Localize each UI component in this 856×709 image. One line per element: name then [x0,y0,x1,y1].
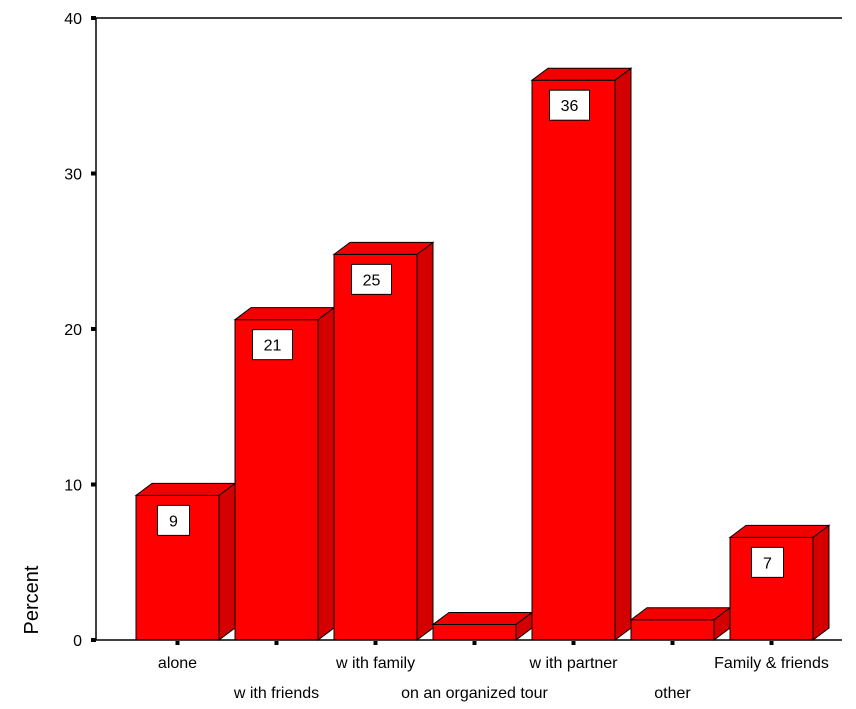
x-tick-3 [472,641,477,645]
x-tick-2 [373,641,378,645]
y-tick-label-1: 10 [64,478,82,495]
bar-3 [432,623,517,641]
x-tick-label-6: Family & friends [714,655,829,672]
data-label-box-2 [351,263,392,295]
bar-side-4 [614,67,632,641]
x-tick-label-5: other [654,685,691,702]
data-label-6: 7 [763,555,772,572]
y-tick-label-4: 40 [64,11,82,28]
data-label-box-4 [549,89,590,121]
data-label-box-6 [751,546,784,578]
bar-side-0 [218,482,236,641]
bar-side-2 [416,241,434,641]
y-tick-2 [91,327,96,331]
bar-top-5 [629,607,732,621]
bar-top-3 [431,611,534,625]
y-axis-title: Percent [21,565,43,634]
bar-5 [630,619,715,641]
y-tick-label-3: 30 [64,167,82,184]
bar-2 [333,253,418,641]
axes-group: alone w ith friends w ith family on an orga… [21,11,842,702]
bar-top-2 [332,241,435,255]
x-tick-4 [571,641,576,645]
y-tick-label-0: 0 [73,633,82,650]
data-label-1: 21 [264,338,282,355]
bar-top-6 [728,524,831,538]
bars-group [134,67,831,641]
data-label-box-0 [157,504,190,536]
bar-top-1 [233,307,336,321]
bar-1 [234,319,319,641]
x-tick-label-3: on an organized tour [401,685,548,702]
bar-side-1 [317,306,335,641]
data-labels-group: 9 21 25 36 7 [157,89,784,578]
x-tick-6 [769,641,774,645]
bar-side-6 [812,524,830,641]
x-tick-label-0: alone [158,655,197,672]
x-tick-1 [274,641,279,645]
data-label-4: 36 [561,98,579,115]
data-label-2: 25 [363,272,381,289]
y-tick-3 [91,171,96,176]
y-tick-0 [91,638,96,642]
x-tick-5 [670,641,675,645]
x-tick-label-4: w ith partner [528,655,618,672]
bar-4 [531,79,616,641]
y-tick-4 [91,16,96,20]
data-label-box-1 [252,329,293,361]
data-label-0: 9 [169,513,178,530]
y-tick-1 [91,482,96,487]
y-tick-label-2: 20 [64,322,82,339]
x-tick-label-1: w ith friends [233,685,319,702]
bar-top-0 [134,482,237,496]
x-tick-0 [175,641,180,645]
bar-top-4 [530,67,633,81]
x-tick-label-2: w ith family [335,655,415,672]
